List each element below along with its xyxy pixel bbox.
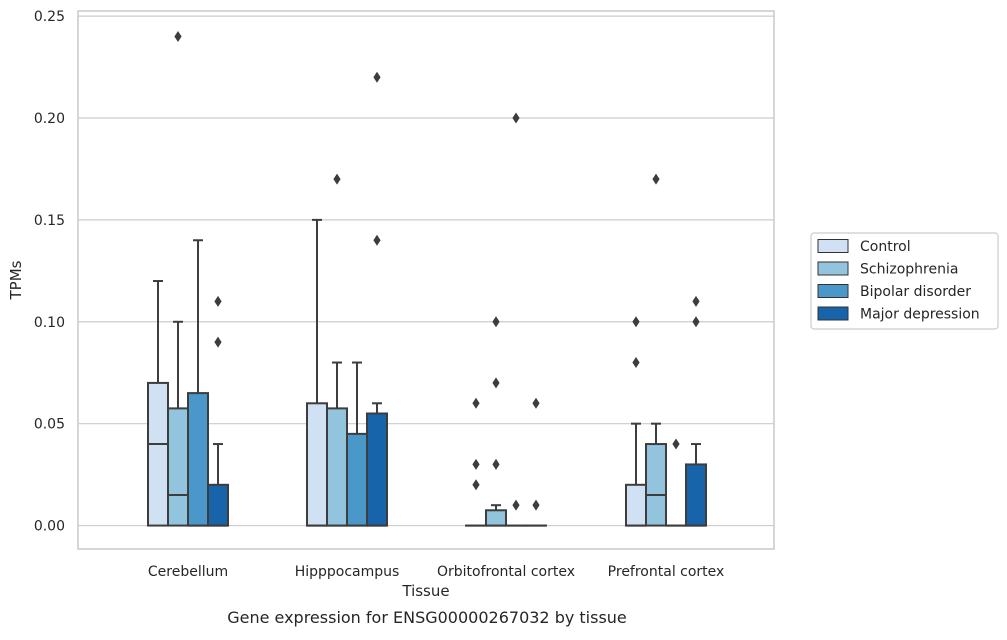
legend-label: Major depression	[860, 307, 980, 323]
legend-swatch	[818, 262, 848, 275]
outlier-point	[692, 316, 699, 327]
x-tick-label: Prefrontal cortex	[608, 564, 725, 580]
outlier-point	[472, 459, 479, 470]
outlier-point	[214, 337, 221, 348]
outlier-point	[472, 398, 479, 409]
box-schizophrenia	[168, 31, 188, 526]
box-control	[626, 316, 646, 525]
legend-label: Control	[860, 239, 911, 255]
outlier-point	[373, 235, 380, 246]
x-tick-label: Cerebellum	[148, 564, 228, 580]
x-axis-title: Tissue	[401, 582, 449, 600]
y-tick-label: 0.10	[34, 315, 65, 331]
legend: Control Schizophrenia Bipolar disorder Majo…	[811, 233, 998, 329]
box-group-hipppocampus	[307, 72, 387, 526]
box-major-depression	[686, 296, 706, 526]
box-group-cerebellum	[148, 31, 228, 526]
chart-caption: Gene expression for ENSG00000267032 by t…	[227, 608, 627, 627]
box-schizophrenia	[646, 174, 666, 526]
box-control	[466, 398, 486, 526]
outlier-point	[492, 316, 499, 327]
legend-swatch	[818, 307, 848, 320]
box-bipolar-disorder	[347, 363, 367, 526]
outlier-point	[373, 72, 380, 83]
outlier-point	[512, 112, 519, 123]
y-tick-label: 0.25	[34, 9, 65, 25]
legend-item: Major depression	[818, 307, 980, 323]
box-body	[327, 408, 347, 525]
box-schizophrenia	[327, 174, 347, 526]
box-major-depression	[526, 398, 546, 526]
outlier-point	[532, 398, 539, 409]
outlier-point	[492, 459, 499, 470]
outlier-point	[214, 296, 221, 307]
box-groups	[148, 31, 706, 526]
y-tick-label: 0.20	[34, 111, 65, 127]
outlier-point	[532, 500, 539, 511]
outlier-point	[672, 439, 679, 450]
legend-label: Bipolar disorder	[860, 284, 971, 300]
box-body	[148, 383, 168, 526]
box-body	[626, 485, 646, 526]
outlier-point	[492, 377, 499, 388]
legend-label: Schizophrenia	[860, 262, 958, 278]
box-body	[188, 393, 208, 525]
box-bipolar-disorder	[666, 439, 686, 526]
outlier-point	[652, 174, 659, 185]
box-body	[646, 444, 666, 526]
box-body	[367, 413, 387, 525]
box-bipolar-disorder	[506, 112, 526, 525]
box-schizophrenia	[486, 316, 506, 525]
x-tick-label: Orbitofrontal cortex	[437, 564, 575, 580]
outlier-point	[333, 174, 340, 185]
outlier-point	[632, 357, 639, 368]
y-axis-title: TPMs	[7, 260, 25, 300]
outlier-point	[512, 500, 519, 511]
box-body	[347, 434, 367, 526]
outlier-point	[632, 316, 639, 327]
legend-item: Bipolar disorder	[818, 284, 971, 300]
box-body	[208, 485, 228, 526]
y-tick-label: 0.00	[34, 519, 65, 535]
box-body	[486, 510, 506, 525]
box-group-orbitofrontal-cortex	[466, 112, 546, 525]
legend-swatch	[818, 285, 848, 298]
box-control	[148, 281, 168, 526]
box-major-depression	[367, 72, 387, 526]
box-body	[686, 464, 706, 525]
box-body	[307, 403, 327, 525]
y-tick-label: 0.05	[34, 417, 65, 433]
outlier-point	[472, 479, 479, 490]
x-tick-label: Hipppocampus	[295, 564, 400, 580]
box-bipolar-disorder	[188, 240, 208, 525]
legend-swatch	[818, 240, 848, 253]
box-group-prefrontal-cortex	[626, 174, 706, 526]
box-major-depression	[208, 296, 228, 526]
box-body	[168, 408, 188, 525]
box-control	[307, 220, 327, 526]
legend-item: Control	[818, 239, 911, 255]
y-axis-ticks: 0.00 0.05 0.10 0.15 0.20 0.25	[34, 9, 65, 534]
x-axis-ticks: Cerebellum Hipppocampus Orbitofrontal cort…	[148, 564, 724, 580]
outlier-point	[692, 296, 699, 307]
legend-item: Schizophrenia	[818, 262, 958, 278]
y-tick-label: 0.15	[34, 213, 65, 229]
outlier-point	[174, 31, 181, 42]
